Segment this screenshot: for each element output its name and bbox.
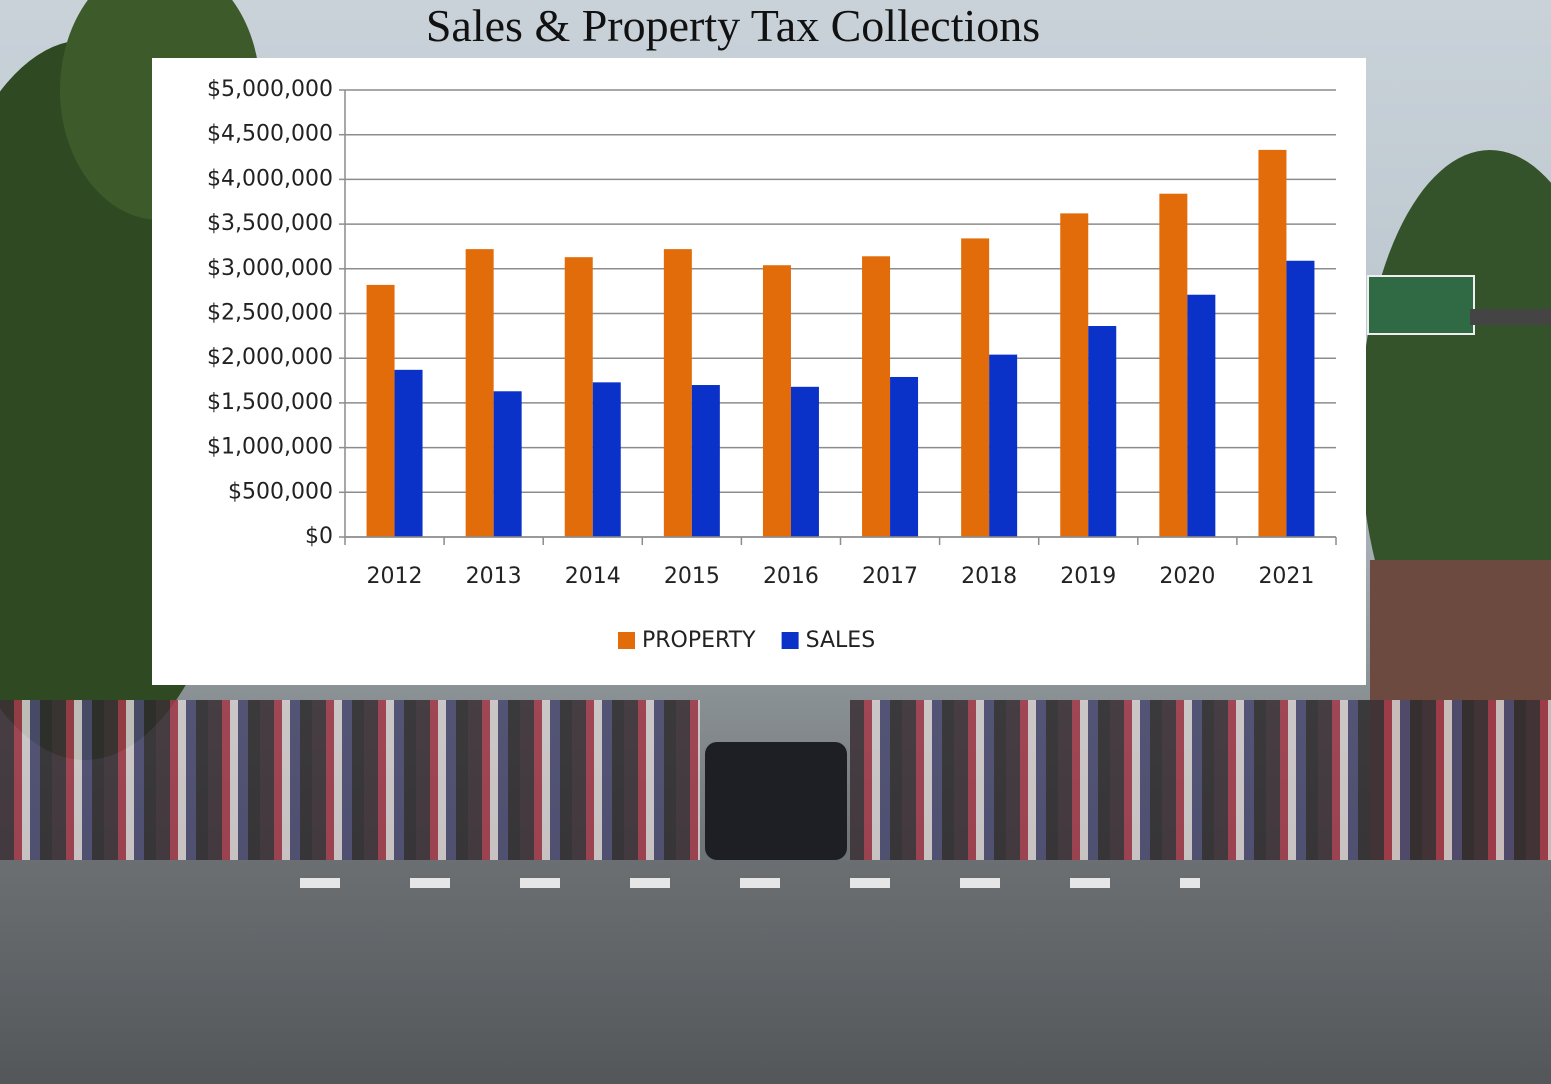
x-tick-label: 2014 <box>565 564 621 589</box>
bar <box>1060 213 1089 537</box>
y-tick-label: $5,000,000 <box>207 77 333 102</box>
x-tick-label: 2013 <box>466 564 522 589</box>
y-tick-label: $2,500,000 <box>207 301 333 326</box>
bar <box>366 284 395 537</box>
bar <box>1286 260 1315 537</box>
x-tick-label: 2020 <box>1159 564 1215 589</box>
legend-label: PROPERTY <box>642 628 756 653</box>
y-tick-label: $4,500,000 <box>207 122 333 147</box>
bar <box>1088 326 1117 537</box>
y-tick-label: $500,000 <box>228 479 333 504</box>
x-tick-label: 2017 <box>862 564 918 589</box>
y-tick-label: $1,500,000 <box>207 390 333 415</box>
bar <box>691 385 720 537</box>
bar <box>989 354 1018 537</box>
y-tick-label: $3,500,000 <box>207 211 333 236</box>
x-tick-label: 2012 <box>367 564 423 589</box>
street-sign <box>1367 275 1475 335</box>
bar <box>564 257 593 537</box>
bar <box>762 265 791 537</box>
crosswalk <box>300 878 1200 888</box>
bar <box>1187 294 1216 537</box>
legend-label: SALES <box>806 628 876 653</box>
y-tick-label: $4,000,000 <box>207 166 333 191</box>
chart-title: Sales & Property Tax Collections <box>425 0 1041 51</box>
police-car <box>705 742 847 860</box>
bar <box>862 256 891 537</box>
x-tick-label: 2018 <box>961 564 1017 589</box>
bar <box>961 238 990 538</box>
sign-pole <box>1470 309 1551 325</box>
bar <box>1159 193 1188 538</box>
legend-swatch <box>618 632 635 649</box>
bar <box>465 249 494 537</box>
bar <box>1258 149 1287 537</box>
bar <box>592 382 621 537</box>
legend-swatch <box>781 632 799 649</box>
x-tick-label: 2016 <box>763 564 819 589</box>
bar <box>790 386 819 537</box>
x-tick-label: 2019 <box>1060 564 1116 589</box>
y-tick-label: $1,000,000 <box>207 435 333 460</box>
bar <box>394 369 423 537</box>
y-tick-label: $0 <box>305 524 333 549</box>
x-tick-label: 2015 <box>664 564 720 589</box>
bar <box>493 391 522 537</box>
bar <box>663 249 692 537</box>
bar <box>890 376 919 537</box>
y-tick-label: $2,000,000 <box>207 345 333 370</box>
street <box>0 860 1551 1084</box>
x-tick-label: 2021 <box>1258 564 1314 589</box>
y-tick-label: $3,000,000 <box>207 256 333 281</box>
